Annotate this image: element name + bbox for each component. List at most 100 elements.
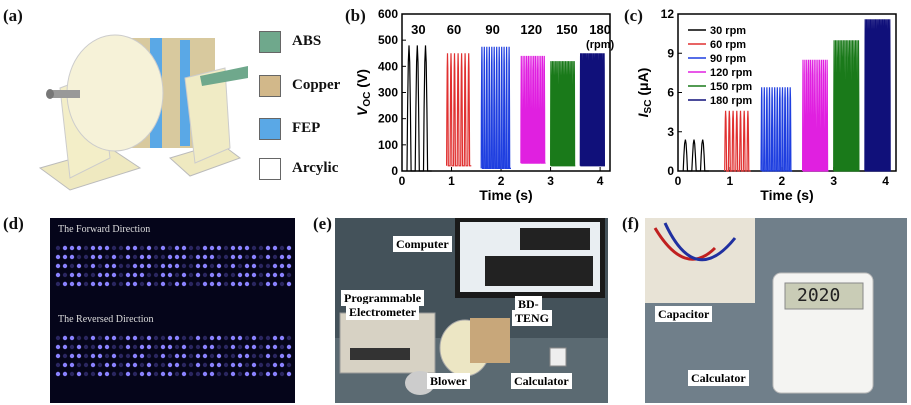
calculator-display: 2020 — [797, 285, 841, 306]
led-dot — [209, 281, 215, 287]
led-dot — [195, 371, 201, 377]
y-tick-label: 100 — [378, 138, 398, 152]
calculator-tag: Calculator — [511, 373, 572, 389]
led-dot — [188, 353, 194, 359]
x-tick-label: 0 — [675, 174, 682, 188]
led-dot — [223, 245, 229, 251]
y-tick-label: 200 — [378, 112, 398, 126]
x-tick-label: 1 — [727, 174, 734, 188]
led-dot — [153, 272, 159, 278]
led-dot — [97, 281, 103, 287]
led-dot — [279, 254, 285, 260]
led-dot — [251, 362, 257, 368]
panel-label-e: (e) — [313, 214, 332, 233]
led-dot — [181, 353, 187, 359]
led-dot — [132, 344, 138, 350]
led-dot — [90, 263, 96, 269]
series-line-30 — [406, 45, 432, 172]
series-line-150 — [550, 61, 576, 167]
led-dot — [160, 281, 166, 287]
led-dot — [55, 371, 61, 377]
led-dot — [279, 344, 285, 350]
led-dot — [230, 335, 236, 341]
led-dot — [202, 245, 208, 251]
led-dot — [111, 263, 117, 269]
led-dot — [132, 245, 138, 251]
voc-chart: 0 100 200 300 400 500 600 0 1 2 3 4 Time (s) VOC (V) 3… — [354, 7, 614, 203]
led-dot — [55, 245, 61, 251]
led-dot — [244, 362, 250, 368]
led-dot — [216, 362, 222, 368]
led-dot — [118, 362, 124, 368]
led-dot — [286, 254, 292, 260]
led-dot — [279, 281, 285, 287]
led-dot — [90, 335, 96, 341]
led-dot — [202, 272, 208, 278]
led-dot — [146, 371, 152, 377]
led-dot — [153, 362, 159, 368]
led-dot — [272, 344, 278, 350]
led-dot — [139, 344, 145, 350]
led-dot — [118, 353, 124, 359]
legend-label-copper: Copper — [292, 77, 341, 93]
led-dot — [167, 344, 173, 350]
rpm-annotation: 90 — [485, 22, 499, 37]
led-dot — [174, 344, 180, 350]
led-dot — [272, 362, 278, 368]
led-dot — [97, 371, 103, 377]
led-dot — [125, 335, 131, 341]
x-tick-label: 3 — [830, 174, 837, 188]
led-dot — [265, 254, 271, 260]
led-dot — [62, 362, 68, 368]
led-dot — [279, 371, 285, 377]
electrometer-tag-line1: Programmable — [341, 290, 425, 306]
rpm-annotation: 150 — [556, 22, 578, 37]
led-dot — [146, 335, 152, 341]
led-dot — [237, 344, 243, 350]
led-dot — [160, 371, 166, 377]
led-dot — [258, 245, 264, 251]
led-dot — [244, 335, 250, 341]
led-dot — [111, 281, 117, 287]
led-dot — [83, 245, 89, 251]
led-dot — [202, 254, 208, 260]
led-dot — [146, 263, 152, 269]
led-dot — [265, 353, 271, 359]
led-dot — [279, 362, 285, 368]
led-dot — [202, 263, 208, 269]
led-dot — [90, 353, 96, 359]
led-dot — [69, 281, 75, 287]
computer-tag: Computer — [393, 236, 452, 252]
led-dot — [230, 362, 236, 368]
led-dot — [69, 272, 75, 278]
led-dot — [188, 371, 194, 377]
led-dot — [230, 272, 236, 278]
led-dot — [90, 272, 96, 278]
led-dot — [258, 263, 264, 269]
led-dot — [279, 245, 285, 251]
led-dot — [265, 335, 271, 341]
led-dot — [251, 344, 257, 350]
led-dot — [139, 362, 145, 368]
x-tick-label: 3 — [547, 174, 554, 188]
led-dot — [181, 272, 187, 278]
led-dot — [223, 362, 229, 368]
y-tick-label: 0 — [667, 164, 674, 178]
led-dot — [104, 281, 110, 287]
legend-label-arcylic: Arcylic — [292, 160, 339, 176]
led-dot — [258, 254, 264, 260]
led-dot — [195, 272, 201, 278]
led-dot — [104, 245, 110, 251]
led-dot — [55, 263, 61, 269]
led-dot — [209, 353, 215, 359]
led-dot — [146, 344, 152, 350]
led-dot — [55, 281, 61, 287]
led-dot — [167, 254, 173, 260]
led-dot — [160, 344, 166, 350]
led-dot — [69, 362, 75, 368]
led-dot — [188, 335, 194, 341]
panel-label-c: (c) — [624, 6, 643, 25]
led-dot — [265, 371, 271, 377]
led-dot — [125, 245, 131, 251]
x-tick-label: 1 — [448, 174, 455, 188]
